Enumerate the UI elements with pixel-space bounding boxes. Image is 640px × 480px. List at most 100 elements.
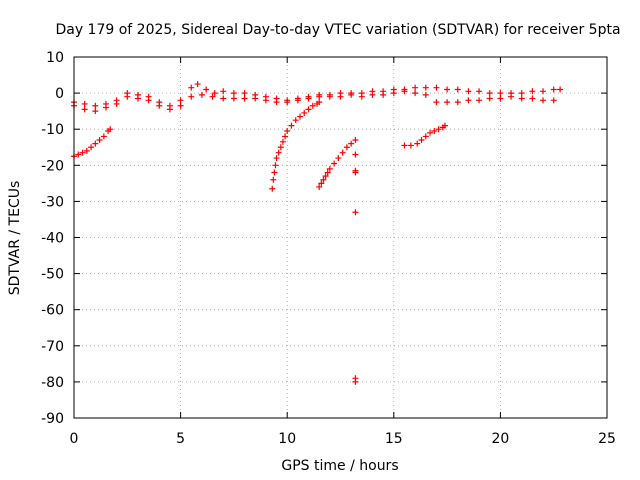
data-point	[273, 155, 280, 162]
data-point	[252, 95, 259, 102]
data-point	[100, 133, 107, 140]
data-point	[497, 90, 504, 97]
data-point	[324, 169, 331, 176]
data-point	[550, 86, 557, 93]
x-tick-label: 15	[385, 431, 403, 447]
data-point	[318, 180, 325, 187]
data-point	[433, 84, 440, 91]
data-point	[272, 162, 279, 169]
data-point	[422, 133, 429, 140]
series	[316, 137, 359, 190]
data-point	[454, 86, 461, 93]
data-point	[412, 90, 419, 97]
data-point	[529, 95, 536, 102]
x-tick-label: 25	[598, 431, 616, 447]
series	[352, 151, 359, 385]
data-point	[241, 95, 248, 102]
data-point	[550, 97, 557, 104]
data-point	[92, 140, 99, 147]
data-point	[188, 84, 195, 91]
data-point	[529, 88, 536, 95]
data-point	[431, 128, 438, 135]
data-point	[320, 176, 327, 183]
data-point	[292, 117, 299, 124]
data-point	[339, 149, 346, 156]
y-tick-label: -80	[41, 375, 64, 391]
data-point	[96, 137, 103, 144]
data-point	[92, 108, 99, 115]
data-point	[134, 95, 141, 102]
data-point	[145, 97, 152, 104]
data-point	[322, 173, 329, 180]
data-point	[279, 138, 286, 145]
data-point	[427, 129, 434, 136]
series	[401, 122, 448, 149]
x-tick-label: 0	[70, 431, 79, 447]
data-point	[88, 144, 95, 151]
data-point	[194, 81, 201, 88]
data-point	[497, 95, 504, 102]
data-point	[441, 122, 448, 129]
data-point	[269, 185, 276, 192]
data-point	[518, 95, 525, 102]
data-point	[337, 93, 344, 100]
data-point	[305, 106, 312, 113]
data-point	[476, 97, 483, 104]
data-point	[418, 137, 425, 144]
data-point	[316, 183, 323, 190]
y-tick-label: -20	[41, 158, 64, 174]
data-point	[211, 90, 218, 97]
data-point	[282, 133, 289, 140]
data-point	[277, 144, 284, 151]
x-tick-label: 10	[278, 431, 296, 447]
data-point	[540, 88, 547, 95]
data-point	[422, 84, 429, 91]
data-point	[343, 144, 350, 151]
data-point	[83, 147, 90, 154]
data-point	[124, 93, 131, 100]
data-point	[262, 97, 269, 104]
data-point	[270, 176, 277, 183]
data-point	[486, 95, 493, 102]
data-point	[358, 93, 365, 100]
data-point	[476, 88, 483, 95]
data-point	[92, 102, 99, 109]
data-point	[209, 93, 216, 100]
data-point	[309, 102, 316, 109]
data-point	[465, 88, 472, 95]
y-tick-label: -90	[41, 411, 64, 427]
data-point	[331, 160, 338, 167]
data-point	[412, 84, 419, 91]
data-point	[284, 99, 291, 106]
data-point	[296, 113, 303, 120]
plot-frame	[73, 56, 608, 419]
data-point	[177, 102, 184, 109]
data-point	[352, 137, 359, 144]
data-point	[107, 126, 114, 133]
data-point	[75, 151, 82, 158]
data-point	[454, 99, 461, 106]
data-point	[508, 93, 515, 100]
chart-title: Day 179 of 2025, Sidereal Day-to-day VTE…	[55, 22, 620, 38]
data-point	[407, 142, 414, 149]
data-point	[401, 88, 408, 95]
data-point	[369, 91, 376, 98]
x-tick-label: 5	[176, 431, 185, 447]
y-tick-label: -30	[41, 194, 64, 210]
data-point	[177, 97, 184, 104]
data-point	[316, 99, 323, 106]
y-tick-label: -10	[41, 122, 64, 138]
y-tick-label: -70	[41, 339, 64, 355]
data-point	[220, 95, 227, 102]
data-point	[540, 97, 547, 104]
y-tick-label: 10	[46, 50, 64, 66]
data-point	[102, 104, 109, 111]
data-point	[230, 90, 237, 97]
data-point	[435, 126, 442, 133]
x-tick-label: 20	[491, 431, 509, 447]
data-point	[273, 99, 280, 106]
data-point	[335, 155, 342, 162]
data-point	[275, 149, 282, 156]
data-point	[230, 95, 237, 102]
series	[269, 99, 323, 192]
